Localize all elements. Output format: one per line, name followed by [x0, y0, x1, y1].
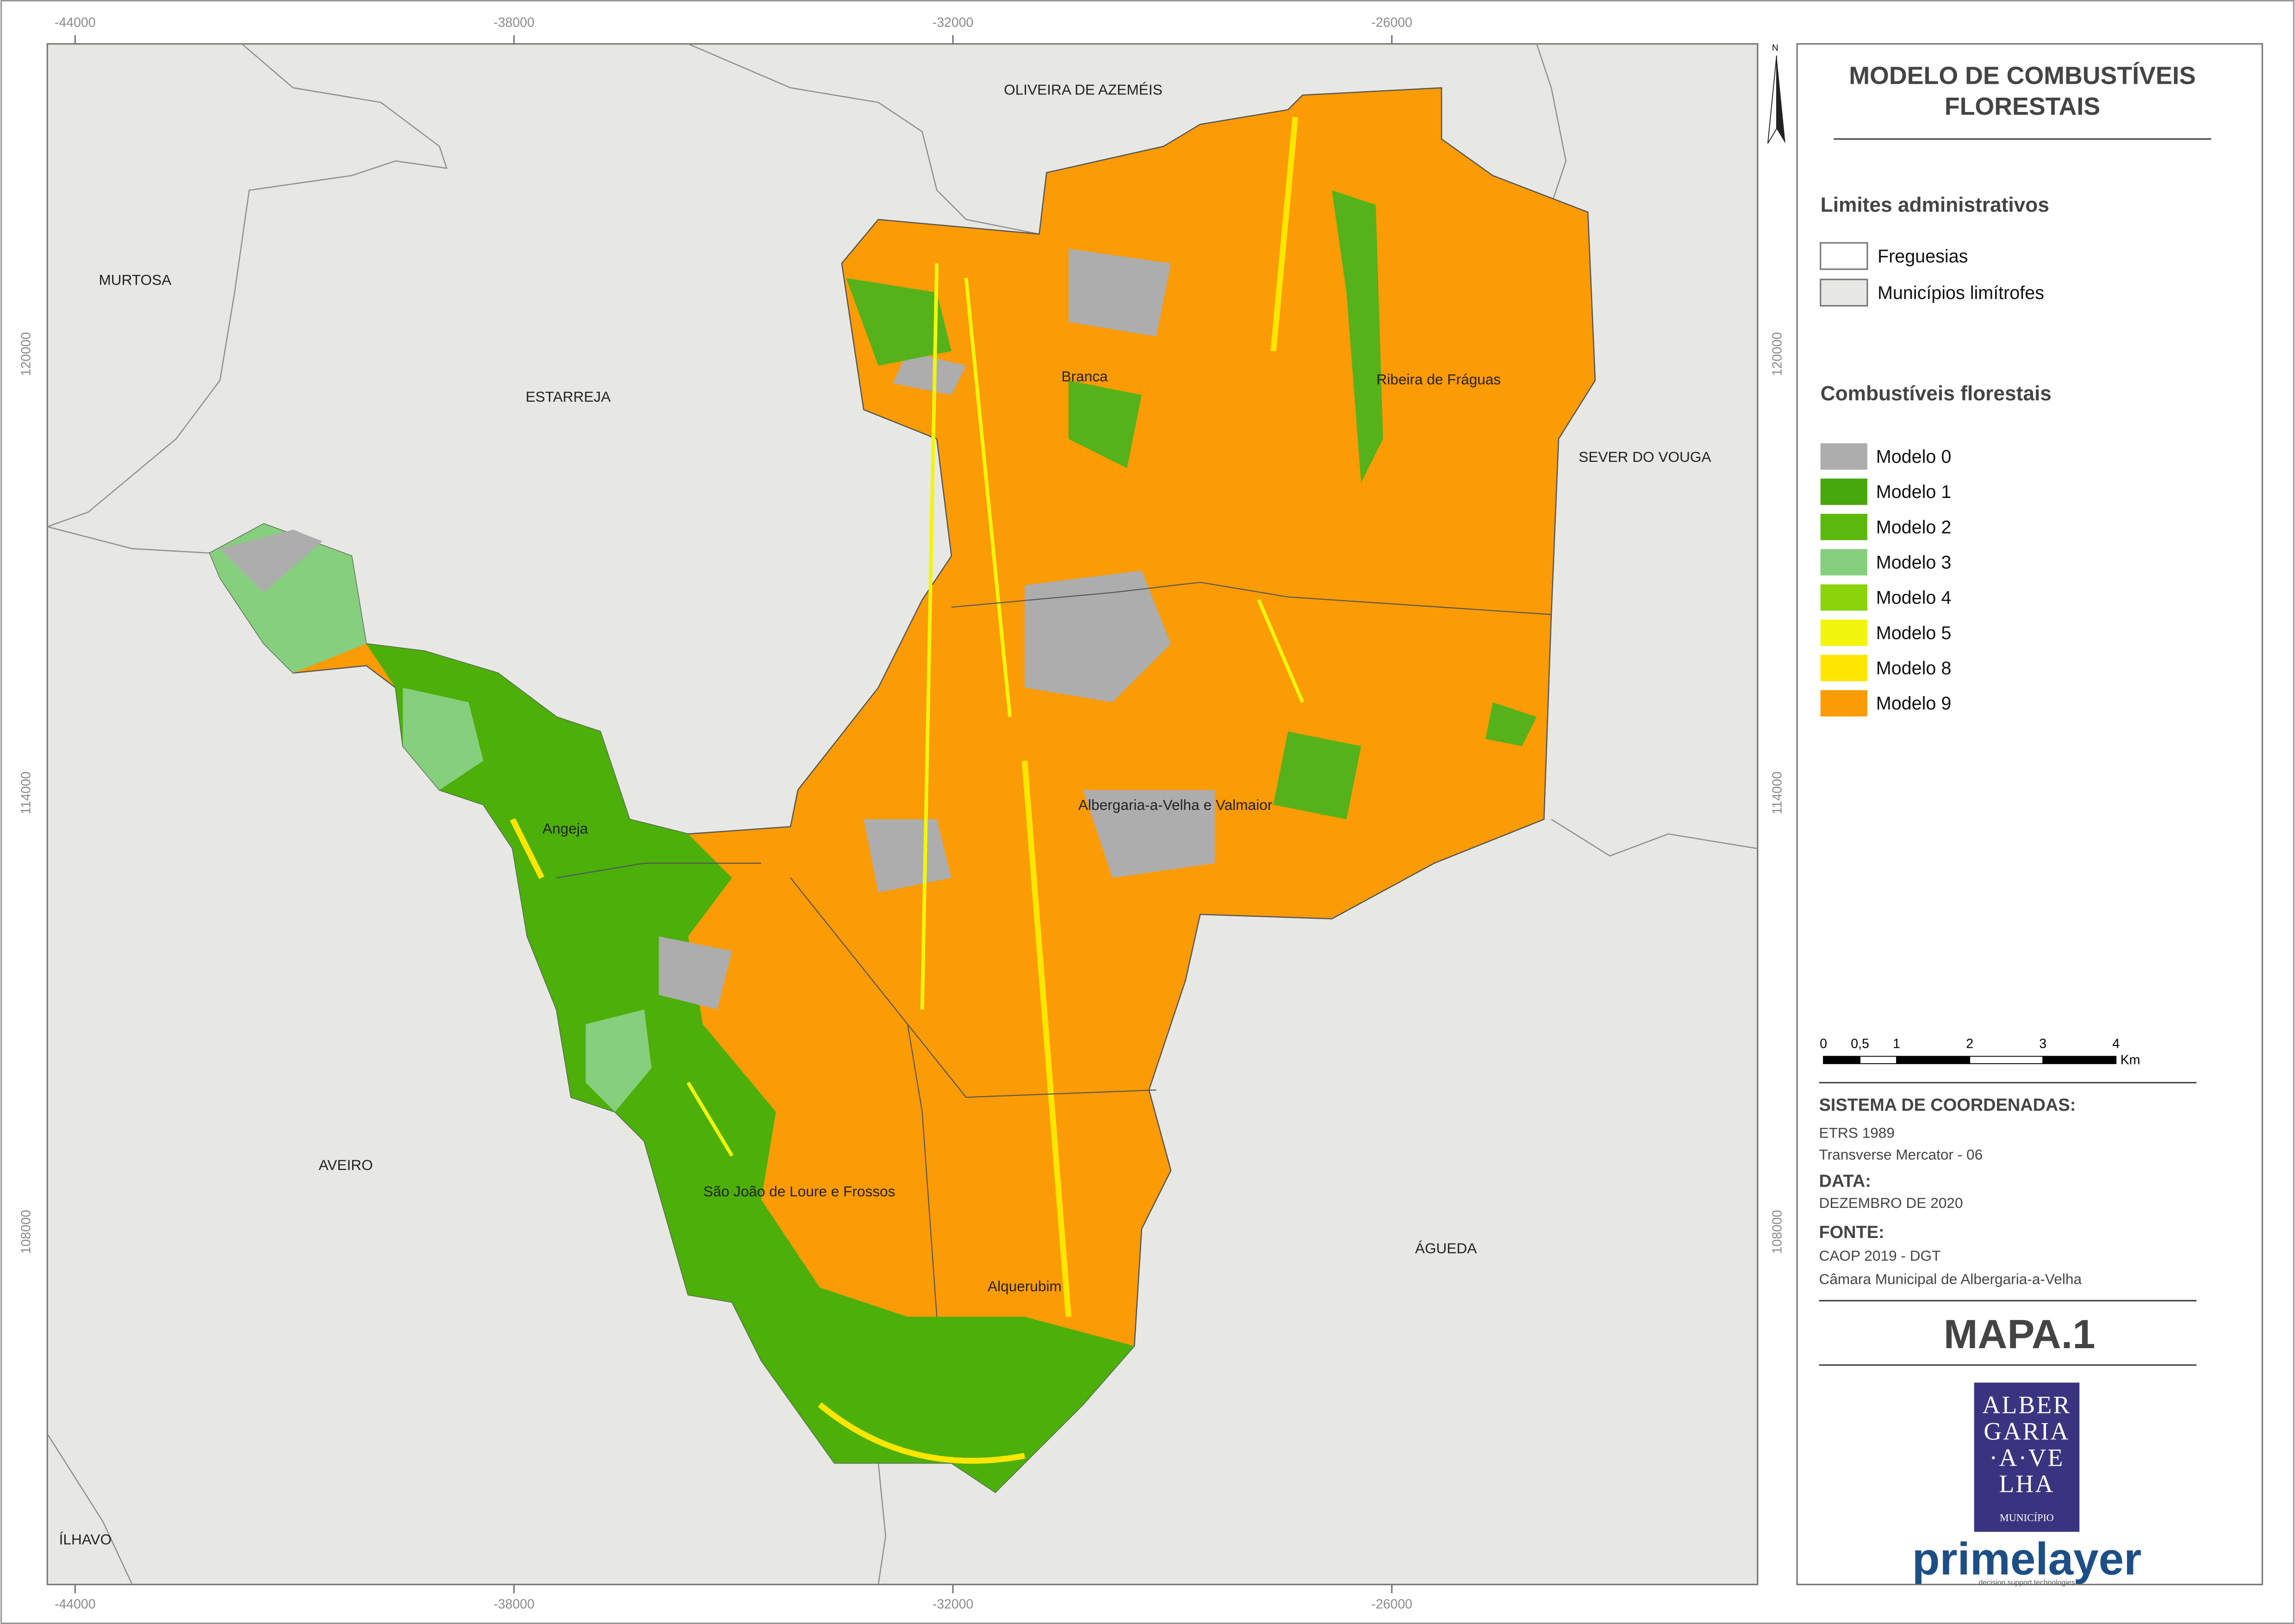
legend-heading: Limites administrativos: [1821, 193, 2049, 216]
x-coordinate-label: -44000: [55, 15, 96, 30]
north-label: N: [1772, 43, 1779, 53]
scale-label: 4: [2112, 1037, 2120, 1052]
y-coordinate-label: 120000: [19, 332, 33, 376]
scale-unit: Km: [2121, 1052, 2140, 1067]
scale-label: 2: [1966, 1037, 1973, 1052]
neighbour-label: AVEIRO: [319, 1157, 373, 1173]
x-coordinate-label: -44000: [55, 1597, 96, 1612]
x-coordinate-label: -38000: [493, 1597, 535, 1612]
scale-segment: [1860, 1056, 1897, 1064]
logo-text: ALBER: [1982, 1391, 2071, 1419]
legend-label: Modelo 4: [1876, 588, 1952, 608]
legend-swatch: [1820, 479, 1867, 505]
side-panel: [1796, 43, 2263, 1586]
legend-label: Modelo 3: [1876, 552, 1952, 572]
x-coordinate-label: -26000: [1371, 1597, 1412, 1612]
neighbour-label: SEVER DO VOUGA: [1579, 448, 1711, 465]
legend-swatch: [1820, 279, 1868, 307]
fuel-model-9-area: [209, 87, 1596, 1493]
legend-swatch: [1820, 242, 1868, 270]
info-text: ETRS 1989: [1819, 1124, 1895, 1141]
scale-label: 1: [1893, 1037, 1900, 1052]
fuel-model-5-area: [686, 263, 1305, 1157]
x-coordinate-label: -38000: [493, 15, 535, 30]
logo-text: ·A·VE: [1989, 1444, 2064, 1471]
info-text: Câmara Municipal de Albergaria-a-Velha: [1819, 1270, 2082, 1287]
x-coordinate-label: -32000: [933, 15, 974, 30]
legend-swatch: [1820, 549, 1867, 576]
y-coordinate-label: 114000: [19, 772, 33, 815]
legend-label: Modelo 5: [1876, 623, 1952, 643]
info-heading: DATA:: [1819, 1171, 1871, 1191]
info-heading: FONTE:: [1819, 1223, 1885, 1242]
legend-swatch: [1820, 443, 1867, 470]
scale-label: 0,5: [1851, 1037, 1869, 1052]
scale-segment: [1969, 1056, 2044, 1064]
y-coordinate-label: 114000: [1770, 772, 1785, 815]
logo-subtitle: MUNICÍPIO: [2000, 1512, 2054, 1523]
y-coordinate-label: 108000: [1770, 1210, 1785, 1254]
info-text: Transverse Mercator - 06: [1819, 1146, 1983, 1163]
brand-tagline: decision support technologies: [1978, 1579, 2075, 1587]
neighbour-label: ESTARREJA: [526, 388, 611, 405]
legend-label: Modelo 8: [1876, 658, 1952, 678]
x-coordinate-label: -32000: [933, 1597, 974, 1612]
legend-label: Modelo 0: [1876, 447, 1952, 467]
neighbour-label: OLIVEIRA DE AZEMÉIS: [1004, 81, 1163, 98]
scale-label: 3: [2039, 1037, 2046, 1052]
legend-swatch: [1820, 514, 1867, 541]
info-text: DEZEMBRO DE 2020: [1819, 1195, 1963, 1211]
map-title: MODELO DE COMBUSTÍVEIS: [1849, 62, 2195, 90]
parish-label: Branca: [1061, 368, 1108, 385]
legend-swatch: [1820, 619, 1867, 646]
legend-label: Modelo 2: [1876, 517, 1952, 537]
fuel-model-8-area: [510, 117, 1299, 1464]
scale-segment: [1896, 1056, 1971, 1064]
y-coordinate-label: 108000: [19, 1210, 33, 1254]
parish-label: Alquerubim: [988, 1278, 1062, 1294]
x-coordinate-label: -26000: [1371, 15, 1412, 30]
map-title: FLORESTAIS: [1945, 93, 2100, 120]
y-coordinate-label: 120000: [1770, 332, 1785, 376]
legend-label: Freguesias: [1878, 246, 1968, 267]
scale-label: 0: [1820, 1037, 1827, 1052]
info-text: CAOP 2019 - DGT: [1819, 1247, 1941, 1264]
neighbour-label: MURTOSA: [99, 271, 172, 288]
municipality: [209, 87, 1596, 1493]
logo-box: [1974, 1382, 2080, 1532]
legend-label: Municípios limítrofes: [1878, 283, 2044, 303]
logo-text: GARIA: [1984, 1417, 2070, 1445]
legend-label: Modelo 9: [1876, 693, 1952, 714]
neighbour-label: ÁGUEDA: [1415, 1240, 1477, 1257]
scale-segment: [2042, 1056, 2117, 1064]
north-arrow: N: [1767, 43, 1785, 144]
legend-swatch: [1820, 690, 1867, 717]
parish-boundaries: [556, 582, 1552, 1317]
parish-label: São João de Loure e Frossos: [703, 1183, 896, 1200]
map-id: MAPA.1: [1944, 1311, 2096, 1357]
neighbour-label: ÍLHAVO: [59, 1531, 112, 1548]
legend-heading: Combustíveis florestais: [1821, 382, 2052, 405]
fuel-model-1-area: [366, 643, 1135, 1493]
legend-swatch: [1820, 654, 1867, 681]
parish-label: Albergaria-a-Velha e Valmaior: [1078, 796, 1272, 813]
fuel-model-3-area: [210, 523, 652, 1112]
scale-segment: [1823, 1056, 1860, 1064]
brand: primelayer: [1912, 1533, 2142, 1584]
fuel-model-0-area: [220, 249, 1215, 1010]
legend-label: Modelo 1: [1876, 482, 1952, 502]
logo-text: LHA: [1999, 1470, 2054, 1498]
fuel-model-2-area: [846, 190, 1537, 820]
info-heading: SISTEMA DE COORDENADAS:: [1819, 1095, 2076, 1115]
legend-swatch: [1820, 584, 1867, 611]
parish-label: Ribeira de Fráguas: [1376, 371, 1501, 387]
parish-label: Angeja: [542, 820, 588, 837]
